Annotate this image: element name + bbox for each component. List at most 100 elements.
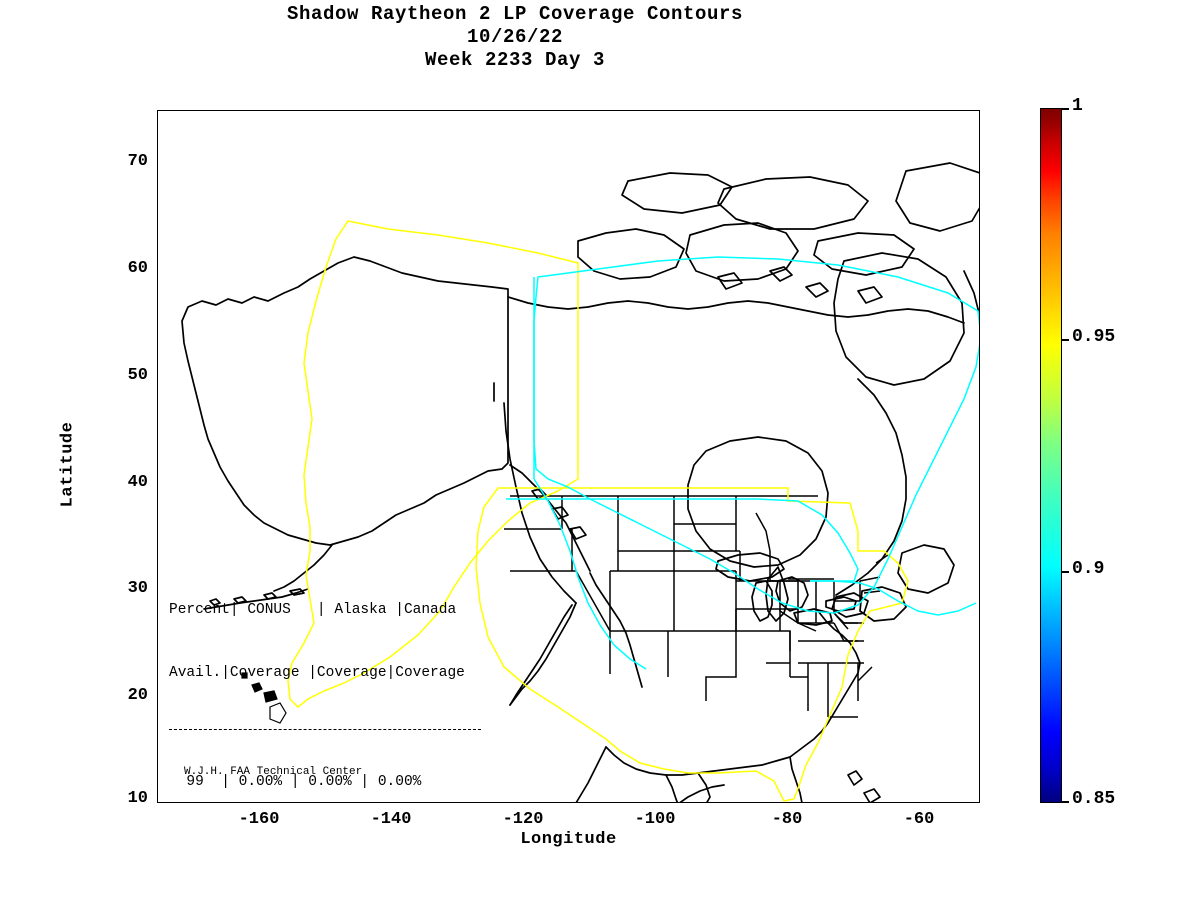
- arctic-small-3: [717, 272, 743, 290]
- state-line-nm-tx: [705, 631, 737, 701]
- canada-south-border: [506, 498, 859, 582]
- stats-row-99: 99 | 0.00% | 0.00% | 0.00%: [169, 774, 422, 790]
- state-line-il-ia-mo: [779, 581, 799, 624]
- canada-service-volume-layer: [506, 256, 979, 670]
- arctic-island-victoria: [685, 222, 799, 282]
- alaska-service-polygon: [287, 220, 579, 709]
- ytick-label-50: 50: [127, 366, 148, 385]
- aleutian-island-d: [289, 588, 305, 596]
- y-axis-label: Latitude: [58, 421, 78, 508]
- canada-service-polygon: [533, 256, 979, 614]
- bahamas-2: [863, 788, 881, 802]
- gulf-st-lawrence: [831, 592, 869, 618]
- xtick-label--140: -140: [370, 810, 412, 829]
- attribution-text: W.J.H. FAA Technical Center WAAS Test Te…: [184, 737, 363, 802]
- coverage-stats-table: Percent| CONUS | Alaska |Canada Avail.|C…: [169, 558, 481, 802]
- arctic-small-4: [857, 286, 883, 304]
- us-state-boundaries-layer: [504, 495, 889, 718]
- mexico-coast: [575, 746, 607, 802]
- alaska-coastline: [181, 256, 509, 546]
- gulf-coast: [605, 746, 791, 776]
- colorbar-gradient: [1040, 108, 1062, 803]
- hudson-bay: [687, 436, 829, 568]
- state-line-mn-wi: [755, 512, 771, 552]
- alaska-peninsula: [273, 544, 333, 592]
- state-line-me: [875, 554, 889, 564]
- canada-bc-coast: [533, 478, 647, 670]
- ytick-label-30: 30: [127, 579, 148, 598]
- xtick-label--120: -120: [502, 810, 544, 829]
- state-line-va-wv: [833, 612, 849, 630]
- title-line-1: Shadow Raytheon 2 LP Coverage Contours: [286, 3, 744, 25]
- ytick-label-40: 40: [127, 473, 148, 492]
- colorbar-tick-0-85: [1062, 801, 1069, 803]
- arctic-small-2: [805, 282, 829, 298]
- state-line-ok-tx: [736, 630, 791, 651]
- yucatan: [697, 772, 711, 802]
- us-east-coast: [789, 610, 861, 758]
- state-line-sc-nc: [857, 666, 873, 682]
- central-america: [679, 784, 725, 802]
- lake-michigan: [751, 580, 773, 622]
- xtick-label--160: -160: [238, 810, 280, 829]
- hawaii-islands-layer: [241, 672, 287, 724]
- title-line-3: Week 2233 Day 3: [424, 49, 606, 71]
- newfoundland: [897, 544, 955, 594]
- ytick-label-60: 60: [127, 259, 148, 278]
- arctic-small-1: [769, 266, 793, 282]
- canada-arctic-coast: [507, 296, 965, 324]
- arctic-island-melville: [621, 172, 733, 214]
- state-line-ne-states: [859, 576, 881, 582]
- hawaii-kauai: [241, 672, 248, 679]
- colorbar-tick-1: [1062, 108, 1069, 110]
- state-line-wv-va: [833, 622, 845, 642]
- coastlines-layer: [181, 162, 979, 802]
- ytick-label-10: 10: [127, 789, 148, 808]
- state-line-mo-ky: [797, 622, 817, 632]
- lake-superior: [715, 552, 785, 582]
- aleutian-island-c: [263, 592, 277, 600]
- figure-title: Shadow Raytheon 2 LP Coverage Contours 1…: [0, 3, 1030, 72]
- arctic-island-banks: [577, 228, 685, 280]
- colorbar-tick-0-95: [1062, 339, 1069, 341]
- title-line-2: 10/26/22: [466, 26, 563, 48]
- map-plot-area[interactable]: Percent| CONUS | Alaska |Canada Avail.|C…: [157, 110, 980, 803]
- aleutian-island-a: [209, 598, 221, 606]
- stats-header-rule: [169, 727, 481, 730]
- xtick-label--100: -100: [634, 810, 676, 829]
- stats-header-row-1: Percent| CONUS | Alaska |Canada: [169, 602, 457, 618]
- state-line-wi-il: [769, 551, 798, 582]
- colorbar-tick-0-9: [1062, 571, 1069, 573]
- aleutian-island-b: [233, 596, 247, 604]
- florida-peninsula: [789, 756, 803, 802]
- mexico-east: [665, 774, 679, 802]
- aleutian-islands: [203, 588, 309, 610]
- hawaii-maui: [263, 690, 278, 703]
- conus-service-volume-layer: [287, 220, 909, 802]
- x-axis-label: Longitude: [520, 830, 617, 849]
- canada-great-lakes-border: [810, 580, 977, 616]
- colorbar-label-0-95: 0.95: [1072, 327, 1116, 347]
- conus-pacific-coast: [503, 402, 577, 604]
- xtick-label--80: -80: [771, 810, 803, 829]
- ytick-label-70: 70: [127, 152, 148, 171]
- ytick-label-20: 20: [127, 686, 148, 705]
- colorbar-label-1: 1: [1072, 96, 1083, 116]
- bahamas-1: [847, 770, 863, 786]
- xtick-label--60: -60: [903, 810, 935, 829]
- arctic-island-baffin: [833, 252, 965, 386]
- colorbar-label-0-85: 0.85: [1072, 789, 1116, 809]
- baja-california: [509, 602, 577, 706]
- pacific-coast: [589, 572, 643, 688]
- labrador-coast: [835, 378, 907, 596]
- alaska-panhandle: [509, 464, 591, 572]
- hawaii-oahu: [251, 682, 263, 693]
- state-line-mt-id-wy: [617, 496, 674, 552]
- colorbar[interactable]: 1 0.95 0.9 0.85: [1040, 96, 1115, 809]
- lake-ontario: [825, 596, 857, 612]
- arctic-island-ellesmere: [895, 162, 979, 232]
- panhandle-islands-3: [569, 526, 587, 540]
- attribution-line-1: W.J.H. FAA Technical Center: [184, 766, 363, 778]
- conus-service-polygon: [475, 487, 909, 802]
